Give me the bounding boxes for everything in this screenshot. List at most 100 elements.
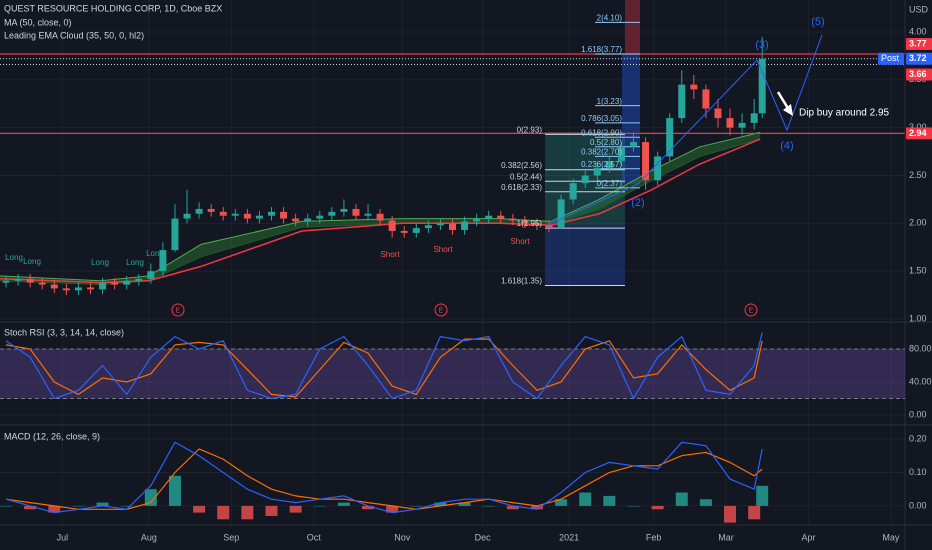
candle-body — [557, 199, 565, 228]
macd-histogram-bar — [120, 505, 133, 507]
macd-histogram-bar — [24, 505, 37, 510]
indicator-label: MA (50, close, 0) — [4, 17, 72, 27]
candle-body — [352, 208, 360, 216]
macd-signal — [5, 448, 763, 510]
macd-histogram-bar — [530, 505, 543, 510]
earnings-marker — [171, 303, 185, 317]
x-tick-label: Apr — [801, 532, 815, 542]
macd-histogram-bar — [0, 505, 13, 507]
long-label: Long — [5, 253, 23, 262]
macd-histogram-bar — [603, 495, 616, 506]
macd-histogram-bar — [555, 499, 568, 506]
post-label: Post — [881, 53, 900, 63]
note: Dip buy around 2.95 — [799, 108, 890, 119]
post-tag — [878, 52, 904, 65]
macd-histogram-bar — [168, 475, 181, 506]
macd-histogram-bar — [362, 505, 375, 510]
long-label: Long — [146, 249, 164, 258]
fib-label: 1.618(3.77) — [581, 45, 622, 54]
candle-body — [702, 89, 710, 109]
candle-body — [605, 161, 613, 168]
candle-body — [340, 208, 348, 212]
candle-body — [231, 213, 239, 216]
candle-body — [99, 282, 107, 290]
ma50-line — [0, 138, 761, 284]
stoch-band — [0, 349, 905, 399]
candle-body — [364, 213, 372, 216]
indicator-label: Leading EMA Cloud (35, 50, 0, hl2) — [4, 30, 144, 40]
stop-zone — [545, 225, 625, 285]
candle-body — [74, 287, 82, 291]
candle-body — [26, 278, 34, 283]
candle-body — [569, 183, 577, 200]
long-label: Long — [91, 258, 109, 267]
macd-histogram-bar — [217, 505, 230, 520]
candle-body — [304, 218, 312, 222]
candle-body — [750, 113, 758, 123]
price-tag-label: 3.72 — [909, 53, 927, 63]
long-label: Long — [23, 257, 41, 266]
candle-body — [147, 271, 155, 279]
macd-title: MACD (12, 26, close, 9) — [4, 431, 100, 441]
stoch-k — [5, 332, 763, 400]
price-tag-label: 3.77 — [909, 38, 927, 48]
y-tick-label: 0.00 — [909, 500, 927, 510]
price-pane — [0, 21, 905, 296]
x-tick-label: Feb — [646, 532, 662, 542]
wave-label: (3) — [755, 39, 768, 51]
candle-body — [497, 215, 505, 219]
fib-label: 0.618(2.90) — [581, 128, 622, 137]
x-tick-label: Oct — [307, 532, 322, 542]
fib-label: 1(3.23) — [597, 97, 623, 106]
candle-body — [461, 221, 469, 231]
fib-label: 0.236(2.57) — [581, 160, 622, 169]
y-tick-label: 0.10 — [909, 467, 927, 477]
candle-body — [738, 122, 746, 128]
earnings-marker — [434, 303, 448, 317]
candle-body — [545, 225, 553, 228]
y-tick-label: 2.50 — [909, 170, 927, 180]
fib-label: 2(4.10) — [597, 14, 623, 23]
candle-body — [38, 282, 46, 285]
fib-label: 0.382(2.70) — [581, 147, 622, 156]
candle-body — [714, 108, 722, 119]
candle-body — [533, 223, 541, 226]
y-tick-label: 4.00 — [909, 26, 927, 36]
x-tick-label: Aug — [141, 532, 157, 542]
candle-body — [412, 228, 420, 233]
long-label: Long — [126, 258, 144, 267]
macd-histogram-bar — [458, 502, 471, 506]
macd-histogram-bar — [48, 505, 61, 513]
price-tag-label: 2.94 — [909, 128, 927, 138]
wave-label: (5) — [811, 16, 824, 28]
candle-body — [642, 142, 650, 181]
candle-body — [316, 215, 324, 219]
candle-body — [485, 215, 493, 219]
earnings-marker — [744, 303, 758, 317]
candle-body — [111, 282, 119, 285]
candle-body — [2, 280, 10, 283]
candle-body — [195, 208, 203, 214]
earnings-label: E — [439, 307, 444, 314]
x-tick-label: May — [882, 532, 900, 542]
y-tick-label: 2.00 — [909, 218, 927, 228]
candle-body — [243, 213, 251, 219]
earnings-label: E — [176, 307, 181, 314]
macd-histogram-bar — [482, 505, 495, 507]
candle-body — [509, 218, 517, 221]
candle-body — [400, 230, 408, 233]
arrow-head — [783, 104, 793, 116]
x-tick-label: Mar — [718, 532, 734, 542]
fib-label: 0.382(2.56) — [501, 161, 542, 170]
candle-body — [726, 118, 734, 128]
macd-histogram-bar — [699, 499, 712, 506]
macd-histogram-bar — [313, 505, 326, 507]
short-label: Short — [380, 250, 400, 259]
candle-body — [159, 250, 167, 272]
stoch-title: Stoch RSI (3, 3, 14, 14, close) — [4, 327, 124, 337]
price-tag-label: 3.66 — [909, 69, 927, 79]
currency: USD — [909, 4, 929, 14]
